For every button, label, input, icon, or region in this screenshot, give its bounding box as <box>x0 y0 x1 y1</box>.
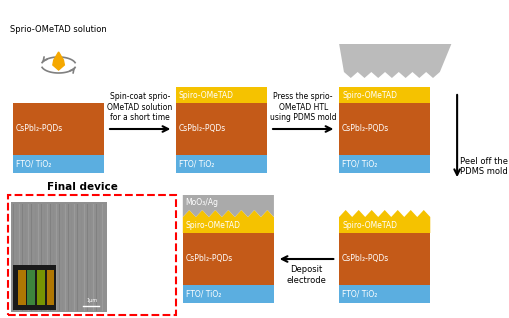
Bar <box>338 103 430 155</box>
Text: Spiro-OMeTAD: Spiro-OMeTAD <box>185 220 240 230</box>
Bar <box>182 285 273 303</box>
Polygon shape <box>182 210 273 233</box>
Bar <box>11 202 107 312</box>
Text: FTO/ TiO₂: FTO/ TiO₂ <box>179 160 214 169</box>
Bar <box>13 265 56 310</box>
Text: Sprio-OMeTAD solution: Sprio-OMeTAD solution <box>10 25 107 34</box>
Bar <box>8 195 176 315</box>
Bar <box>338 155 430 173</box>
Text: Final device: Final device <box>47 182 118 192</box>
Text: Spiro-OMeTAD: Spiro-OMeTAD <box>179 91 234 100</box>
Bar <box>27 270 35 305</box>
Polygon shape <box>338 210 430 233</box>
Bar <box>182 233 273 285</box>
Text: MoO₃/Ag: MoO₃/Ag <box>185 198 218 207</box>
Text: Peel off the
PDMS mold: Peel off the PDMS mold <box>459 157 507 176</box>
Bar <box>338 285 430 303</box>
Bar <box>182 217 273 233</box>
Text: CsPbI₂-PQDs: CsPbI₂-PQDs <box>342 254 388 264</box>
Bar <box>176 155 267 173</box>
Polygon shape <box>338 44 450 78</box>
Text: Press the sprio-
OMeTAD HTL
using PDMS mold: Press the sprio- OMeTAD HTL using PDMS m… <box>269 92 336 122</box>
Bar <box>176 103 267 155</box>
Text: CsPbI₂-PQDs: CsPbI₂-PQDs <box>16 125 63 134</box>
Text: Spiro-OMeTAD: Spiro-OMeTAD <box>342 91 396 100</box>
Text: CsPbI₂-PQDs: CsPbI₂-PQDs <box>179 125 226 134</box>
Text: FTO/ TiO₂: FTO/ TiO₂ <box>185 289 220 299</box>
Bar <box>176 87 267 103</box>
Bar <box>13 155 104 173</box>
Bar <box>338 217 430 233</box>
Text: FTO/ TiO₂: FTO/ TiO₂ <box>342 289 377 299</box>
Bar <box>338 233 430 285</box>
Text: FTO/ TiO₂: FTO/ TiO₂ <box>342 160 377 169</box>
Polygon shape <box>53 52 64 70</box>
Bar <box>37 270 45 305</box>
Text: FTO/ TiO₂: FTO/ TiO₂ <box>16 160 51 169</box>
Text: PDMS mold: PDMS mold <box>377 45 425 53</box>
Text: CsPbI₂-PQDs: CsPbI₂-PQDs <box>342 125 388 134</box>
Bar <box>46 270 54 305</box>
Text: Spiro-OMeTAD: Spiro-OMeTAD <box>342 220 396 230</box>
Text: 1μm: 1μm <box>86 298 97 303</box>
Bar <box>338 87 430 103</box>
Text: Deposit
electrode: Deposit electrode <box>286 265 326 285</box>
Bar <box>13 103 104 155</box>
Bar <box>18 270 25 305</box>
Polygon shape <box>182 195 273 217</box>
Text: CsPbI₂-PQDs: CsPbI₂-PQDs <box>185 254 233 264</box>
Text: Spin-coat sprio-
OMeTAD solution
for a short time: Spin-coat sprio- OMeTAD solution for a s… <box>107 92 173 122</box>
